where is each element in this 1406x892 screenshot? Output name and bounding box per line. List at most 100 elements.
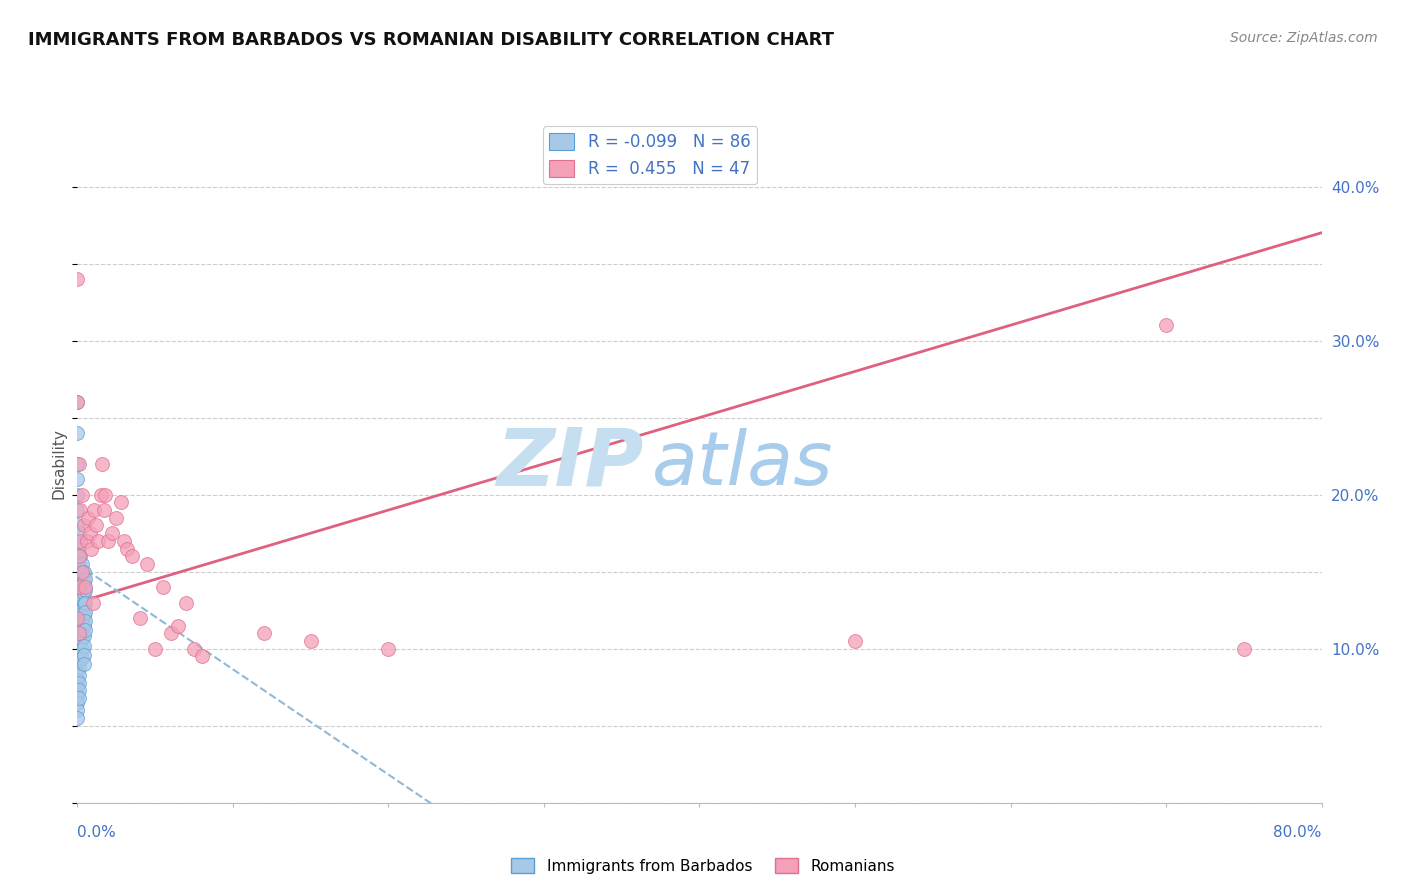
Point (253, 626, 276, 640)
Point (75, 614, 97, 628)
Point (67, 567, 90, 582)
Point (299, 634, 322, 648)
Point (70, 632, 93, 647)
Point (67, 541, 90, 556)
Point (70, 592, 93, 607)
Point (70, 488, 93, 502)
Text: atlas: atlas (652, 428, 834, 500)
Point (66, 641, 89, 656)
Point (167, 618, 190, 632)
Point (136, 557, 159, 571)
Point (69, 549, 91, 564)
Text: ZIP: ZIP (496, 425, 644, 503)
Point (70, 580, 93, 594)
Point (69, 607, 91, 622)
Point (72, 565, 94, 579)
Point (159, 626, 181, 640)
Point (66, 626, 89, 640)
Point (70, 614, 93, 628)
Point (90, 488, 112, 502)
Point (66, 673, 89, 687)
Point (67, 599, 90, 613)
Point (183, 641, 205, 656)
Point (67, 557, 90, 571)
Legend: R = -0.099   N = 86, R =  0.455   N = 47: R = -0.099 N = 86, R = 0.455 N = 47 (543, 127, 756, 185)
Text: IMMIGRANTS FROM BARBADOS VS ROMANIAN DISABILITY CORRELATION CHART: IMMIGRANTS FROM BARBADOS VS ROMANIAN DIS… (28, 31, 834, 49)
Point (72, 586, 94, 600)
Point (66, 457, 89, 471)
Point (66, 711, 89, 725)
Point (115, 541, 138, 556)
Point (66, 488, 89, 502)
Point (67, 591, 90, 605)
Text: 80.0%: 80.0% (1274, 825, 1322, 839)
Point (66, 665, 89, 679)
Point (66, 595, 89, 609)
Point (67, 526, 90, 541)
Point (70, 651, 93, 665)
Point (72, 607, 94, 622)
Point (97, 533, 120, 548)
Point (80, 541, 103, 556)
Point (128, 611, 150, 625)
Point (83, 503, 105, 517)
Point (66, 580, 89, 594)
Point (143, 641, 166, 656)
Point (75, 583, 97, 598)
Point (67, 660, 90, 674)
Point (66, 649, 89, 664)
Point (67, 614, 90, 628)
Point (66, 603, 89, 617)
Point (67, 583, 90, 598)
Point (72, 648, 94, 662)
Point (67, 652, 90, 666)
Point (72, 657, 94, 672)
Point (1233, 641, 1256, 656)
Legend: Immigrants from Barbados, Romanians: Immigrants from Barbados, Romanians (505, 852, 901, 880)
Point (66, 565, 89, 579)
Point (70, 641, 93, 656)
Point (69, 565, 91, 579)
Point (70, 567, 93, 582)
Point (67, 668, 90, 682)
Text: Source: ZipAtlas.com: Source: ZipAtlas.com (1230, 31, 1378, 45)
Y-axis label: Disability: Disability (52, 428, 67, 500)
Point (67, 629, 90, 643)
Point (69, 645, 91, 659)
Point (70, 565, 93, 579)
Point (75, 595, 97, 609)
Point (70, 603, 93, 617)
Point (66, 657, 89, 672)
Point (70, 624, 93, 638)
Point (94, 488, 117, 502)
Point (75, 580, 97, 594)
Point (66, 557, 89, 571)
Point (69, 635, 91, 649)
Point (67, 675, 90, 690)
Point (69, 617, 91, 632)
Point (66, 703, 89, 717)
Point (152, 580, 174, 594)
Point (66, 634, 89, 648)
Point (67, 683, 90, 698)
Point (69, 588, 91, 602)
Point (72, 518, 94, 533)
Point (67, 607, 90, 622)
Point (67, 645, 90, 659)
Point (110, 495, 132, 509)
Point (66, 518, 89, 533)
Point (377, 641, 399, 656)
Point (67, 549, 90, 564)
Point (67, 626, 90, 640)
Point (67, 580, 90, 594)
Point (72, 629, 94, 643)
Point (112, 533, 135, 548)
Point (76, 533, 98, 548)
Point (66, 472, 89, 486)
Point (66, 611, 89, 625)
Point (191, 649, 214, 664)
Point (66, 573, 89, 587)
Point (66, 395, 89, 409)
Point (69, 580, 91, 594)
Point (75, 573, 97, 587)
